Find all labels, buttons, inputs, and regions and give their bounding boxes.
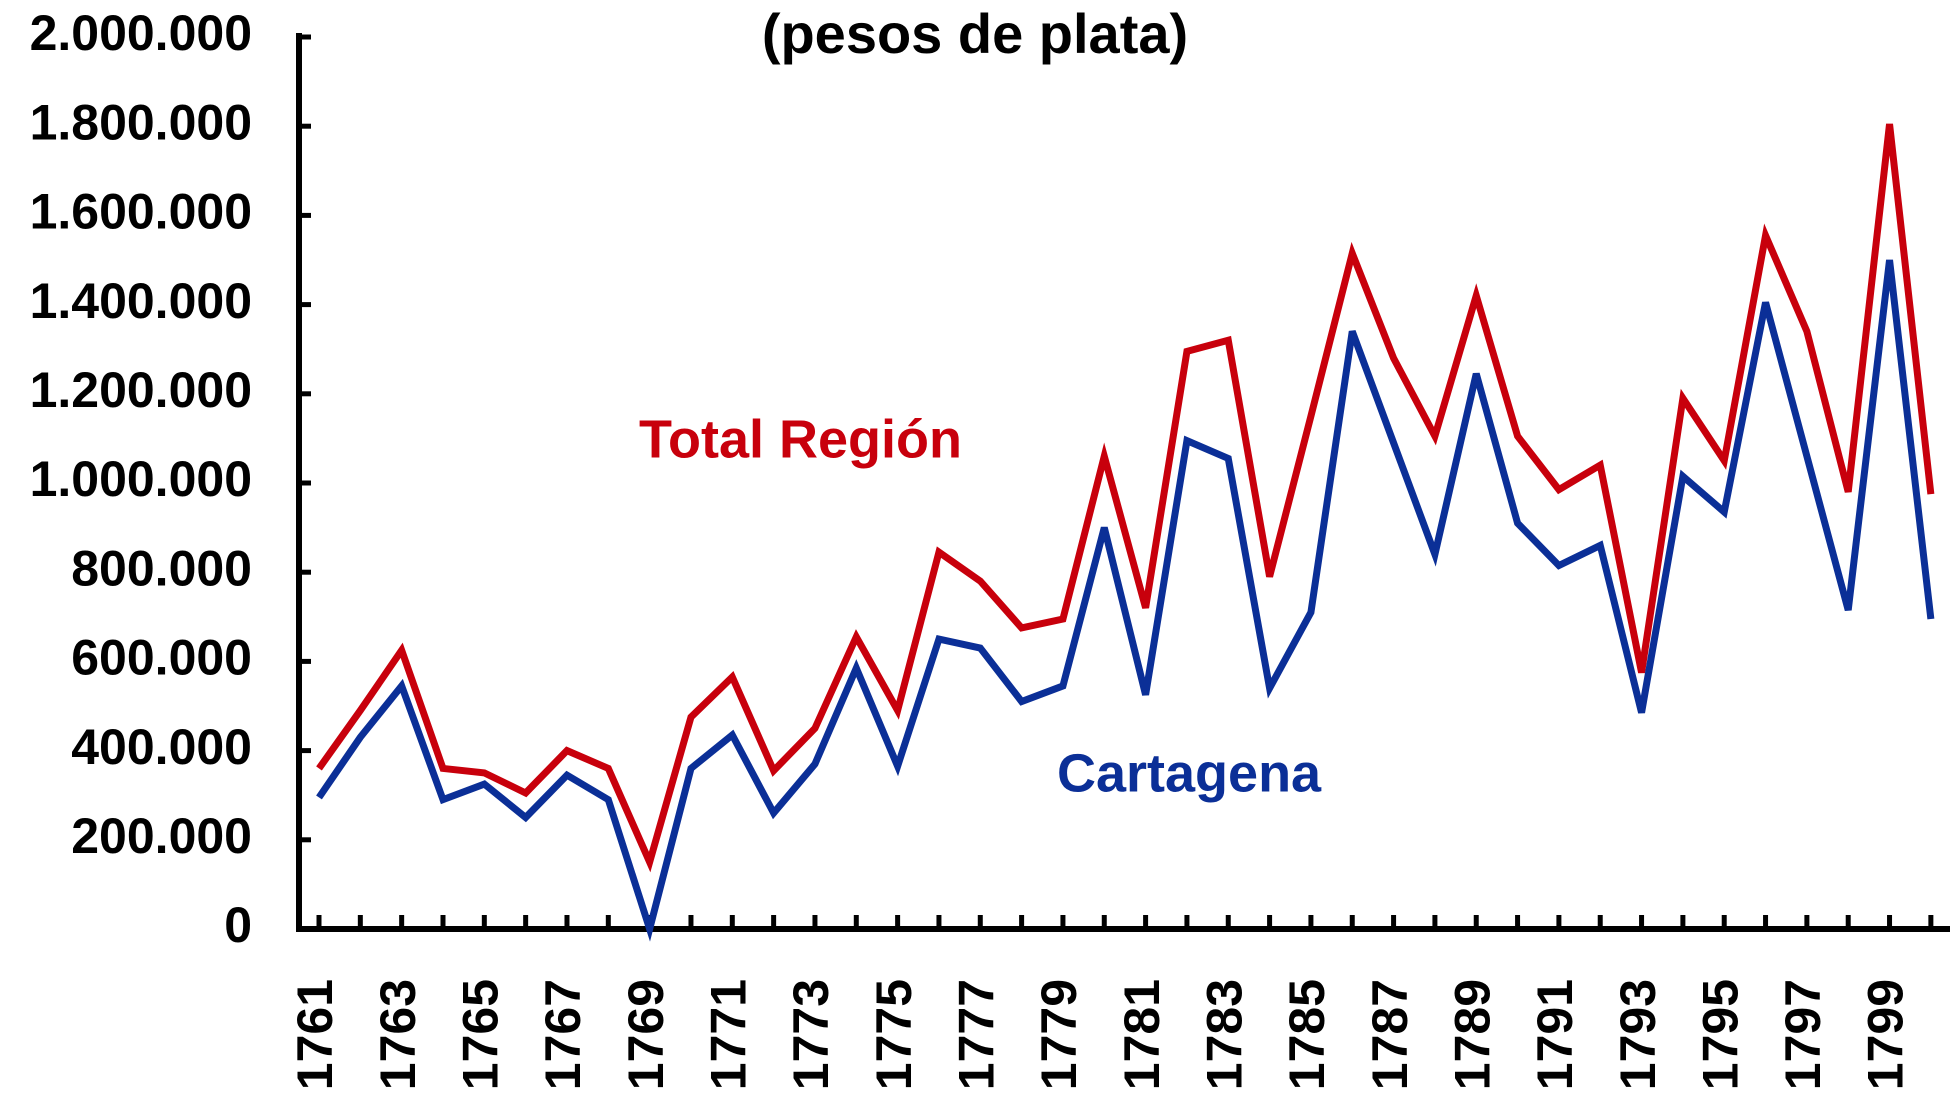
x-tick-label: 1787 bbox=[1362, 979, 1418, 1090]
series-label: Total Región bbox=[639, 409, 962, 469]
x-tick-label: 1799 bbox=[1858, 979, 1914, 1090]
x-tick-label: 1773 bbox=[783, 979, 839, 1090]
y-tick-label: 200.000 bbox=[71, 808, 252, 864]
series-line bbox=[316, 259, 1935, 942]
x-tick-label: 1761 bbox=[287, 979, 343, 1090]
x-tick-label: 1791 bbox=[1527, 979, 1583, 1090]
series-label: Cartagena bbox=[1057, 743, 1322, 803]
y-tick-label: 1.000.000 bbox=[30, 451, 252, 507]
x-tick-label: 1763 bbox=[370, 979, 426, 1090]
y-tick-label: 2.000.000 bbox=[30, 5, 252, 61]
y-tick-label: 1.200.000 bbox=[30, 362, 252, 418]
x-tick-label: 1769 bbox=[618, 979, 674, 1090]
x-tick-label: 1771 bbox=[701, 979, 757, 1090]
x-tick-label: 1797 bbox=[1775, 979, 1831, 1090]
x-tick-label: 1789 bbox=[1444, 979, 1500, 1090]
chart-title: (pesos de plata) bbox=[762, 2, 1188, 65]
x-tick-label: 1777 bbox=[948, 979, 1004, 1090]
series-line bbox=[316, 123, 1935, 873]
y-tick-label: 800.000 bbox=[71, 540, 252, 596]
y-tick-label: 0 bbox=[224, 897, 252, 953]
x-tick-label: 1781 bbox=[1114, 979, 1170, 1090]
x-tick-label: 1765 bbox=[453, 979, 509, 1090]
x-tick-label: 1779 bbox=[1031, 979, 1087, 1090]
y-tick-label: 400.000 bbox=[71, 719, 252, 775]
y-tick-label: 1.800.000 bbox=[30, 94, 252, 150]
x-tick-label: 1775 bbox=[866, 979, 922, 1090]
y-tick-label: 1.600.000 bbox=[30, 184, 252, 240]
x-tick-label: 1785 bbox=[1279, 979, 1335, 1090]
x-tick-label: 1793 bbox=[1610, 979, 1666, 1090]
y-tick-label: 1.400.000 bbox=[30, 273, 252, 329]
x-tick-label: 1795 bbox=[1692, 979, 1748, 1090]
x-tick-label: 1767 bbox=[535, 979, 591, 1090]
x-tick-label: 1783 bbox=[1196, 979, 1252, 1090]
y-tick-label: 600.000 bbox=[71, 630, 252, 686]
